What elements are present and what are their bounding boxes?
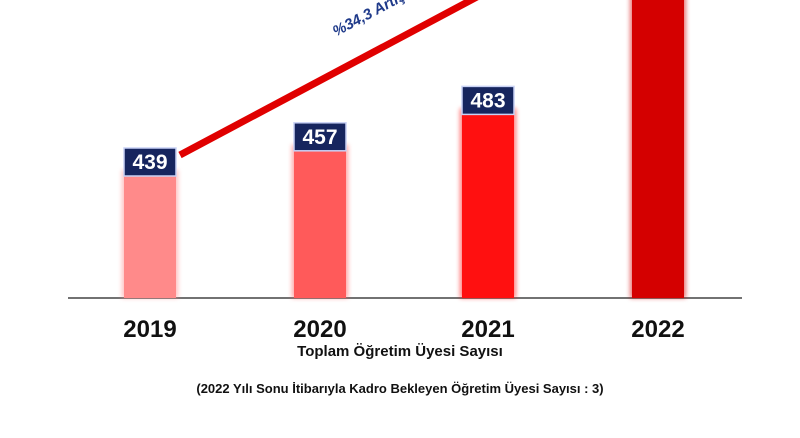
bar-2019 (124, 170, 176, 298)
bar-2022 (632, 0, 684, 298)
value-label-2019: 439 (132, 151, 167, 174)
bar-2021 (462, 108, 514, 299)
value-label-box-2019 (123, 147, 177, 177)
bars-layer (122, 0, 686, 299)
x-tick-label-2020: 2020 (293, 316, 346, 343)
x-axis-label: Toplam Öğretim Üyesi Sayısı (297, 343, 503, 360)
increase-annotation-label: %34,3 Artış (330, 0, 409, 40)
x-tick-label-2021: 2021 (461, 316, 514, 343)
value-label-2021: 483 (470, 89, 505, 112)
x-tick-label-2022: 2022 (631, 316, 684, 343)
increase-arrow (178, 0, 479, 159)
value-label-box-2021 (461, 85, 515, 116)
value-label-box-2020 (293, 122, 347, 152)
x-tick-labels-layer: 2019 2020 2021 2022 (123, 316, 684, 343)
bar-2020 (294, 144, 346, 298)
footnote: (2022 Yılı Sonu İtibarıyla Kadro Bekleye… (196, 381, 604, 396)
value-labels-layer: 439457483590 (123, 85, 515, 177)
x-tick-label-2019: 2019 (123, 316, 176, 343)
increase-annotation: %34,3 Artış (178, 0, 479, 159)
value-label-2020: 457 (302, 126, 337, 149)
